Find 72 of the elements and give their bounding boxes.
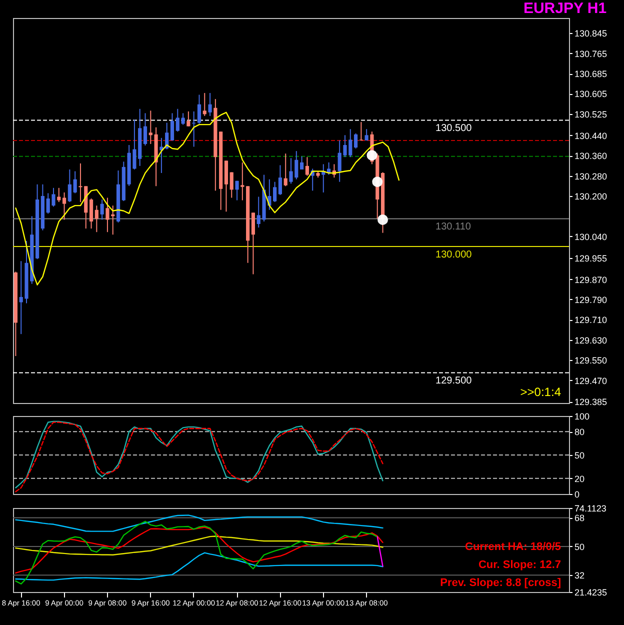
candlestick bbox=[170, 112, 174, 141]
candlestick bbox=[197, 94, 202, 124]
y-tick-label: 130.440 bbox=[574, 130, 608, 141]
candlestick bbox=[57, 187, 61, 203]
candlestick bbox=[364, 128, 368, 141]
candlestick bbox=[278, 164, 282, 196]
point bbox=[372, 176, 383, 188]
line-series bbox=[15, 520, 378, 585]
annotation: Prev. Slope: 8.8 [cross] bbox=[440, 577, 562, 589]
y-tick-label: 130.605 bbox=[574, 89, 608, 100]
candlestick bbox=[89, 198, 94, 230]
y-tick-label: 21.4235 bbox=[574, 588, 608, 598]
ref-line-label: 130.000 bbox=[436, 249, 472, 260]
y-tick-label: 32 bbox=[574, 570, 585, 581]
candlestick bbox=[300, 156, 304, 170]
point bbox=[378, 214, 388, 225]
candlestick bbox=[143, 112, 148, 146]
y-tick-label: 50 bbox=[574, 542, 585, 552]
y-tick-label: 50 bbox=[574, 450, 585, 460]
candlestick bbox=[305, 156, 309, 176]
chart-title: EURJPY H1 bbox=[523, 0, 607, 17]
candlestick bbox=[354, 132, 358, 150]
y-tick-label: 20 bbox=[574, 474, 585, 484]
candlestick bbox=[284, 153, 288, 187]
candlestick bbox=[202, 92, 206, 116]
y-tick-label: 130.280 bbox=[574, 171, 608, 182]
y-tick-label: 0 bbox=[574, 490, 580, 500]
candlestick bbox=[273, 181, 277, 203]
y-tick-label: 130.360 bbox=[574, 151, 608, 162]
candlestick bbox=[186, 110, 190, 127]
candlestick bbox=[224, 160, 228, 212]
candlestick bbox=[240, 162, 244, 201]
candlestick bbox=[359, 122, 363, 141]
line-series bbox=[15, 112, 400, 286]
annotation: Cur. Slope: 12.7 bbox=[478, 559, 561, 571]
line-series bbox=[15, 514, 384, 532]
candlestick bbox=[100, 199, 104, 220]
candlestick bbox=[235, 180, 239, 201]
candlestick bbox=[73, 170, 77, 194]
y-tick-label: 130.040 bbox=[574, 232, 608, 242]
candlestick bbox=[230, 172, 234, 198]
line-series bbox=[15, 536, 384, 556]
candlestick bbox=[251, 212, 256, 275]
y-tick-label: 129.955 bbox=[574, 253, 608, 264]
y-tick-label: 80 bbox=[574, 427, 585, 438]
y-tick-label: 129.710 bbox=[574, 315, 608, 326]
candlestick bbox=[68, 168, 72, 203]
y-tick-label: 129.550 bbox=[574, 356, 608, 366]
y-tick-label: 130.845 bbox=[574, 28, 608, 39]
line-series bbox=[15, 552, 384, 581]
y-tick-label: 130.765 bbox=[574, 48, 608, 59]
y-tick-label: 129.470 bbox=[574, 376, 608, 386]
ref-line-label: 130.500 bbox=[436, 123, 472, 134]
y-tick-label: 130.525 bbox=[574, 109, 608, 120]
y-tick-label: 100 bbox=[574, 412, 590, 422]
candlestick bbox=[208, 92, 212, 116]
y-tick-label: 129.385 bbox=[574, 397, 608, 408]
candlestick bbox=[62, 192, 66, 220]
y-tick-label: 129.790 bbox=[574, 294, 608, 305]
y-tick-label: 130.685 bbox=[574, 69, 608, 80]
line-series bbox=[15, 526, 384, 574]
ref-line-label: 129.500 bbox=[436, 376, 472, 387]
point bbox=[366, 150, 378, 161]
annotation: Current HA: 18/0/5 bbox=[465, 541, 561, 553]
y-tick-label: 130.200 bbox=[574, 191, 608, 202]
annotation: >>0:1:4 bbox=[520, 385, 562, 399]
y-tick-label: 129.630 bbox=[574, 335, 608, 346]
ref-line-label: 130.110 bbox=[436, 222, 472, 233]
y-tick-label: 129.870 bbox=[574, 274, 608, 285]
y-tick-label: 74.1123 bbox=[574, 504, 606, 514]
candlestick bbox=[94, 205, 98, 233]
y-tick-label: 68 bbox=[574, 513, 585, 524]
